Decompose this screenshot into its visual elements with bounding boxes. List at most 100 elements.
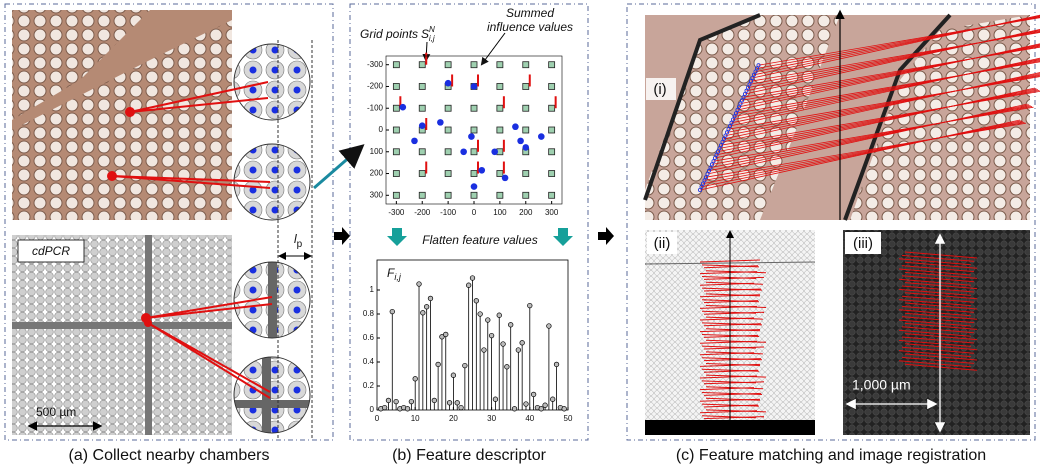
match-line [703,323,762,327]
link-arrow [313,144,365,190]
down-arrow [387,228,407,246]
match-line [705,281,764,285]
grid-sup: N [429,25,435,34]
grid-point [444,170,452,177]
stem-marker [527,302,533,309]
stem-marker [393,398,399,405]
stem-marker [427,295,434,302]
match-line [699,282,755,286]
influence-label: influence values [487,20,573,34]
subpanel-label: (iii) [853,235,873,252]
sample-point [460,148,467,156]
sample-point [537,133,545,140]
match-line [703,334,759,338]
grid-point [470,61,478,69]
keypoint [701,181,706,186]
match-line [722,72,1040,143]
match-line [758,17,1040,66]
chip-image [12,235,232,435]
grid-point [470,104,478,112]
y-tick-label: 0.6 [363,333,375,342]
pitch-subscript: p [297,239,303,250]
sample-point [411,137,418,145]
pointer [480,32,506,66]
caption: (c) Feature matching and image registrat… [676,447,986,464]
grid-point [392,126,400,134]
grid-point [392,148,400,156]
grid-point [548,170,556,177]
match-line [713,106,1034,162]
match-line [703,276,765,280]
grid-point [548,126,556,134]
keypoint [743,92,748,97]
keypoint [707,168,712,173]
grid-point [418,104,426,112]
keypoint [732,114,737,119]
match-line [705,305,767,308]
grid-point [418,148,426,156]
keypoint [740,98,745,103]
grid-point [522,104,530,112]
match-line [705,409,767,413]
label-box [17,239,85,263]
sample-point [468,133,475,140]
keypoint [699,184,704,189]
match-line [705,374,767,378]
grid-point [392,83,400,90]
x-tick-label: -200 [414,208,431,217]
match-line [705,386,764,390]
stem-marker [412,376,418,382]
x-tick-label: 20 [449,414,458,423]
grid-point [522,170,530,177]
match-line [720,90,1040,146]
stem-marker [381,404,388,411]
match-line [703,300,759,304]
grid-point [496,61,504,69]
y-tick-label: 0.8 [363,309,375,318]
keypoint [734,111,739,116]
keypoint [746,85,751,90]
match-line [703,381,765,385]
y-tick-label: -100 [367,103,384,112]
y-tick-label: 200 [370,169,384,178]
stem-marker [496,312,502,318]
grid-point [418,191,426,199]
match-line [703,392,762,396]
keypoint [753,69,758,74]
match-line [703,346,765,350]
match-line [728,76,1040,130]
y-tick-label: 0.2 [363,381,375,390]
keypoint [702,178,707,183]
stem-marker [420,310,426,316]
y-tick-label: 100 [370,147,384,156]
label-box [845,232,881,254]
grid-point [548,61,556,69]
keypoint [735,108,740,113]
stem-marker [443,331,449,338]
match-line [735,61,1040,114]
stem-marker [462,362,468,369]
grid-point [470,191,478,199]
grid-point [444,148,452,156]
match-line [699,119,1021,191]
y-tick-label: 0 [379,125,384,134]
pitch-label: lp [294,232,303,249]
stem-marker [439,334,445,340]
stem-marker [500,341,506,347]
grid-point [548,191,556,199]
stem-marker [416,281,422,287]
x-tick-label: 300 [545,208,559,217]
chamber-edge [843,13,952,221]
stem-marker [446,400,453,406]
keypoint [722,136,727,141]
keypoint [704,175,709,180]
match-line [703,311,765,315]
subpanel-label: (i) [653,81,666,98]
keypoint [729,120,734,125]
flow-arrow [334,227,350,245]
match-line [750,32,1040,82]
stem-marker [385,397,392,404]
match-lines [698,14,1040,192]
match-line [729,57,1040,127]
